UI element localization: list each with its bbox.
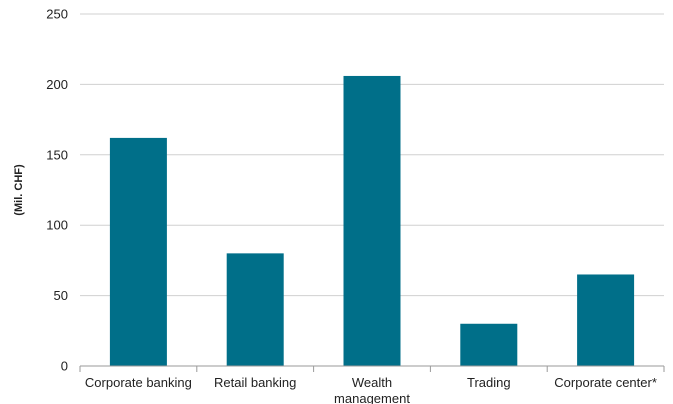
- bar: [226, 253, 284, 366]
- x-tick-label: management: [334, 391, 410, 404]
- y-tick-label: 0: [61, 359, 68, 374]
- x-axis: [79, 365, 665, 372]
- bar: [577, 274, 635, 366]
- y-tick-label: 50: [54, 288, 68, 303]
- x-tick-label: Wealth: [352, 375, 392, 390]
- bar: [109, 137, 167, 366]
- y-tick-label: 250: [46, 7, 68, 22]
- bar: [460, 323, 518, 366]
- x-tick-label: Trading: [467, 375, 511, 390]
- x-tick-label: Corporate banking: [85, 375, 192, 390]
- bars: [109, 75, 635, 367]
- x-tick-label: Corporate center*: [554, 375, 657, 390]
- y-tick-label: 100: [46, 218, 68, 233]
- y-axis-ticks: 0 50 100 150 200 250: [46, 7, 68, 374]
- y-axis-label: (Mil. CHF): [13, 164, 25, 216]
- x-tick-label: Retail banking: [214, 375, 296, 390]
- y-tick-label: 150: [46, 147, 68, 162]
- x-axis-labels: Corporate banking Retail banking Wealthman…: [85, 375, 657, 404]
- y-tick-label: 200: [46, 77, 68, 92]
- bar: [343, 75, 401, 367]
